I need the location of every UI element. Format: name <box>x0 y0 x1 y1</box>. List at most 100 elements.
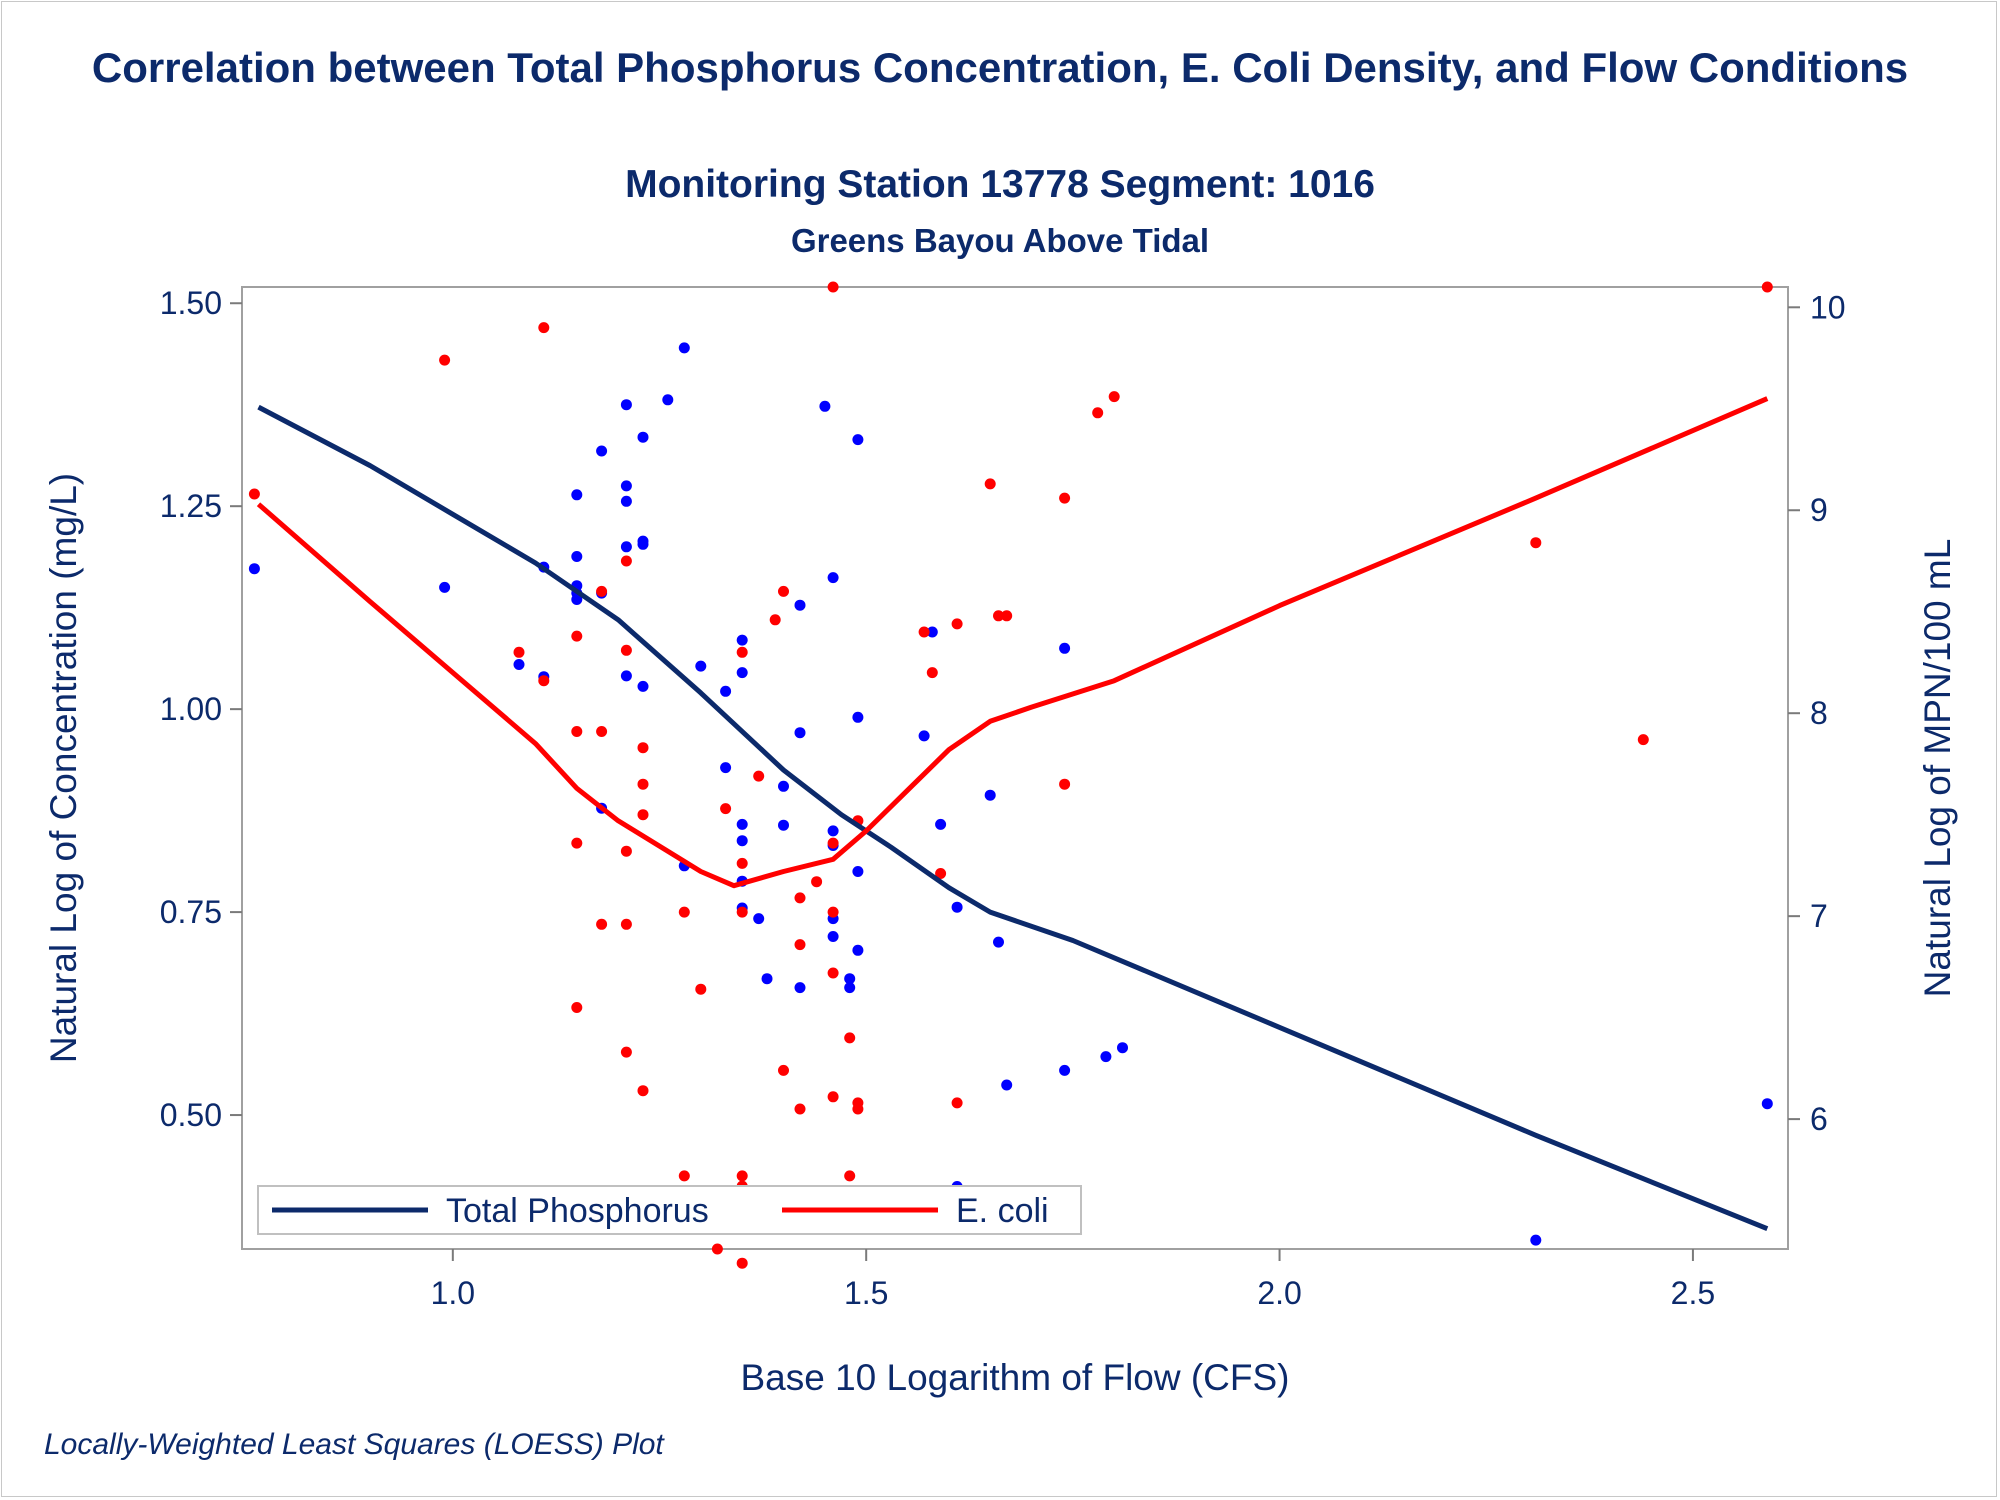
data-point-total-phosphorus <box>778 819 789 831</box>
data-point-e-coli <box>736 1170 748 1182</box>
data-point-e-coli <box>571 1002 583 1013</box>
loess-line-e-coli <box>256 396 1769 889</box>
data-point-e-coli <box>571 726 583 737</box>
scatter-points <box>248 281 1773 1269</box>
data-point-e-coli <box>596 585 608 597</box>
data-point-e-coli <box>1001 610 1013 622</box>
data-point-e-coli <box>794 1103 806 1115</box>
data-point-e-coli <box>778 585 789 597</box>
data-point-e-coli <box>951 1097 963 1109</box>
data-point-total-phosphorus <box>736 818 748 830</box>
y-left-tick-label: 0.50 <box>160 1097 222 1133</box>
data-point-e-coli <box>844 1170 856 1182</box>
data-point-e-coli <box>1092 407 1104 419</box>
data-point-total-phosphorus <box>794 599 806 611</box>
data-point-total-phosphorus <box>819 400 831 412</box>
plot-area-border <box>241 286 1789 1250</box>
data-point-total-phosphorus <box>695 660 707 672</box>
data-point-e-coli <box>827 837 839 849</box>
data-point-e-coli <box>736 1257 748 1269</box>
data-point-e-coli <box>439 354 451 366</box>
chart-subtitle-secondary: Greens Bayou Above Tidal <box>790 222 1210 259</box>
x-tick-label: 1.5 <box>844 1275 888 1311</box>
data-point-e-coli <box>711 1243 723 1255</box>
y-axis-left-label: Natural Log of Concentration (mg/L) <box>43 473 84 1063</box>
data-point-e-coli <box>736 857 748 869</box>
data-point-total-phosphorus <box>827 825 839 837</box>
data-point-total-phosphorus <box>935 818 947 830</box>
data-point-e-coli <box>844 1032 856 1044</box>
data-point-total-phosphorus <box>736 634 748 646</box>
y-right-tick-label: 10 <box>1810 289 1846 325</box>
data-point-e-coli <box>678 1170 690 1182</box>
data-point-e-coli <box>596 918 608 930</box>
data-point-total-phosphorus <box>926 626 938 638</box>
x-tick-label: 2.5 <box>1671 1275 1715 1311</box>
data-point-e-coli <box>538 675 550 687</box>
data-point-e-coli <box>620 644 632 656</box>
data-point-total-phosphorus <box>620 541 632 553</box>
data-point-e-coli <box>736 646 748 658</box>
data-point-e-coli <box>935 868 947 879</box>
data-point-e-coli <box>1108 391 1120 403</box>
y-right-tick-label: 8 <box>1810 695 1828 731</box>
y-left-tick-label: 0.75 <box>160 894 222 930</box>
data-point-e-coli <box>794 939 806 951</box>
data-point-total-phosphorus <box>761 973 773 985</box>
data-point-e-coli <box>620 845 632 857</box>
data-point-e-coli <box>951 618 963 630</box>
data-point-total-phosphorus <box>513 659 525 670</box>
data-point-total-phosphorus <box>662 394 674 406</box>
data-point-total-phosphorus <box>852 711 864 723</box>
data-point-e-coli <box>678 906 690 918</box>
data-point-e-coli <box>596 726 608 737</box>
data-point-e-coli <box>794 892 806 904</box>
chart-title: Correlation between Total Phosphorus Con… <box>91 44 1909 91</box>
data-point-e-coli <box>1059 778 1071 790</box>
data-point-total-phosphorus <box>1117 1042 1128 1054</box>
data-point-e-coli <box>984 478 996 490</box>
data-point-total-phosphorus <box>844 982 856 994</box>
data-point-e-coli <box>827 281 839 293</box>
chart-subtitle: Monitoring Station 13778 Segment: 1016 <box>625 163 1375 206</box>
data-point-total-phosphorus <box>571 594 583 605</box>
data-point-total-phosphorus <box>571 551 583 562</box>
data-point-e-coli <box>827 906 839 918</box>
data-point-total-phosphorus <box>1001 1079 1013 1091</box>
data-point-total-phosphorus <box>918 730 930 742</box>
data-point-total-phosphorus <box>620 670 632 682</box>
data-point-e-coli <box>1059 492 1071 504</box>
legend-label-e-coli: E. coli <box>956 1192 1049 1230</box>
data-point-total-phosphorus <box>1059 642 1071 654</box>
y-right-tick-label: 6 <box>1810 1101 1828 1137</box>
data-point-total-phosphorus <box>993 936 1004 948</box>
data-point-total-phosphorus <box>678 342 690 354</box>
data-point-e-coli <box>769 614 781 626</box>
data-point-total-phosphorus <box>844 973 856 985</box>
data-point-e-coli <box>637 742 649 754</box>
data-point-total-phosphorus <box>1530 1234 1542 1246</box>
y-right-tick-label: 7 <box>1810 898 1828 934</box>
x-tick-label: 1.0 <box>431 1275 475 1311</box>
y-axis-right-label: Natural Log of MPN/100 mL <box>1917 539 1958 998</box>
data-point-total-phosphorus <box>248 563 260 575</box>
data-point-total-phosphorus <box>596 445 608 457</box>
loess-line-total-phosphorus <box>257 404 1769 1232</box>
data-point-e-coli <box>571 837 583 849</box>
data-point-total-phosphorus <box>736 835 748 847</box>
data-point-e-coli <box>1530 537 1542 549</box>
data-point-e-coli <box>993 610 1004 622</box>
data-point-total-phosphorus <box>637 680 649 692</box>
data-point-e-coli <box>637 1085 649 1097</box>
data-point-total-phosphorus <box>984 789 996 801</box>
data-point-total-phosphorus <box>794 982 806 994</box>
data-point-total-phosphorus <box>827 931 839 942</box>
data-point-e-coli <box>1637 734 1649 746</box>
y-right-tick-label: 9 <box>1810 492 1828 528</box>
data-point-total-phosphorus <box>439 581 451 593</box>
data-point-e-coli <box>827 967 839 979</box>
data-point-e-coli <box>720 803 732 815</box>
data-point-total-phosphorus <box>620 399 632 411</box>
